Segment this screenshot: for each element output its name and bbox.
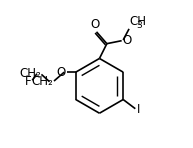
- Text: CH: CH: [129, 15, 146, 28]
- Text: 3: 3: [136, 21, 142, 30]
- Text: O: O: [56, 66, 65, 79]
- Text: CH₂: CH₂: [32, 75, 53, 88]
- Text: O: O: [122, 34, 131, 47]
- Text: CH₂: CH₂: [19, 67, 41, 80]
- Text: I: I: [136, 103, 140, 116]
- Text: O: O: [90, 18, 100, 31]
- Text: F: F: [25, 75, 31, 87]
